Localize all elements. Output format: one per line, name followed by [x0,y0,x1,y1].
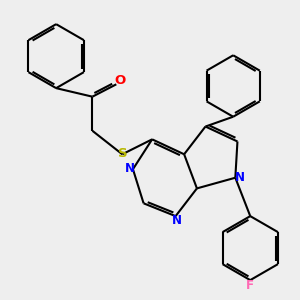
Text: N: N [235,171,244,184]
Text: F: F [246,279,254,292]
Text: O: O [114,74,125,86]
Text: S: S [118,147,128,160]
Text: N: N [124,162,134,175]
Text: N: N [171,214,182,227]
